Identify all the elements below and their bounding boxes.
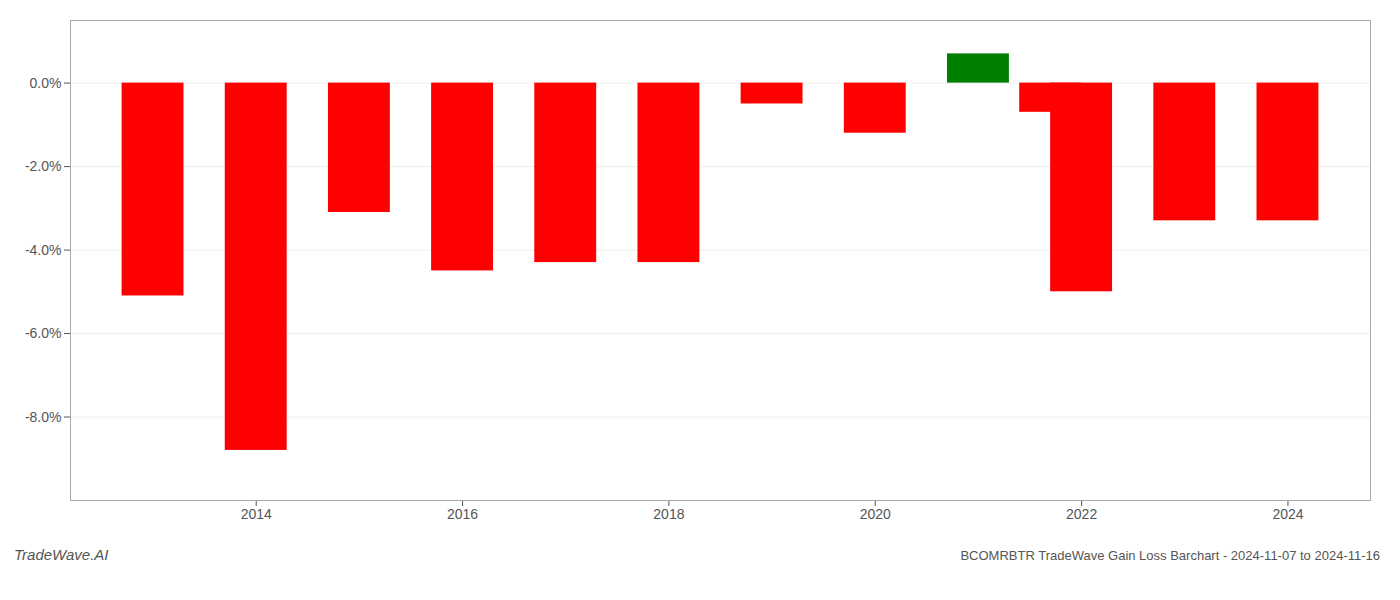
svg-text:0.0%: 0.0%	[30, 75, 62, 91]
svg-text:2022: 2022	[1066, 506, 1097, 522]
html-text:TradeWave.AI: TradeWave.AI	[14, 546, 109, 563]
svg-text:2024: 2024	[1272, 506, 1303, 522]
svg-text:2014: 2014	[241, 506, 272, 522]
svg-text:2018: 2018	[653, 506, 684, 522]
svg-text:-6.0%: -6.0%	[25, 325, 62, 341]
svg-text:-2.0%: -2.0%	[25, 158, 62, 174]
svg-text:2020: 2020	[860, 506, 891, 522]
html-text:BCOMRBTR TradeWave Gain Loss B: BCOMRBTR TradeWave Gain Loss Barchart - …	[960, 548, 1380, 563]
svg-text:-4.0%: -4.0%	[25, 242, 62, 258]
svg-text:-8.0%: -8.0%	[25, 409, 62, 425]
svg-text:2016: 2016	[447, 506, 478, 522]
